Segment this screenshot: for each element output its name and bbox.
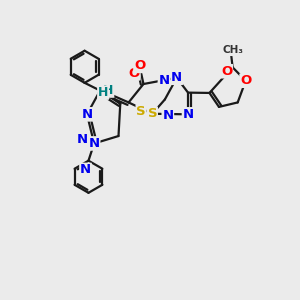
Text: N: N xyxy=(77,133,88,146)
Text: N: N xyxy=(88,137,100,150)
Text: N: N xyxy=(162,109,173,122)
Text: H: H xyxy=(98,86,108,99)
Text: N: N xyxy=(80,164,91,176)
Text: N: N xyxy=(81,108,93,121)
Text: N: N xyxy=(182,108,194,121)
Text: CH₃: CH₃ xyxy=(223,45,244,56)
Text: O: O xyxy=(129,67,140,80)
Text: S: S xyxy=(148,107,157,120)
Text: O: O xyxy=(240,74,251,87)
Text: O: O xyxy=(134,59,145,72)
Text: S: S xyxy=(136,105,146,118)
Text: H: H xyxy=(103,84,114,97)
Text: N: N xyxy=(171,71,182,84)
Text: N: N xyxy=(158,74,169,87)
Text: O: O xyxy=(221,65,232,78)
